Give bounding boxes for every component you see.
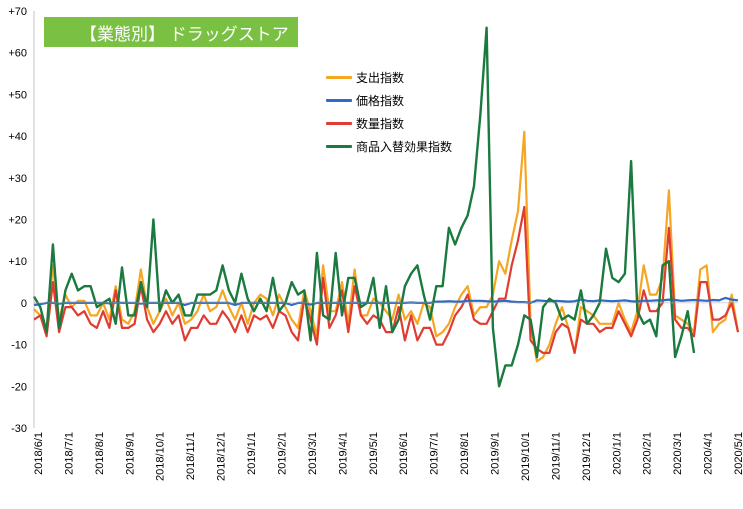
x-tick-label: 2019/6/1 <box>398 432 410 475</box>
y-tick-label: +20 <box>8 215 27 227</box>
legend-swatch-price <box>326 99 352 102</box>
x-tick-label: 2018/8/1 <box>94 432 106 475</box>
y-tick-label: -20 <box>11 381 27 393</box>
x-tick-label: 2019/4/1 <box>337 432 349 475</box>
x-tick-label: 2020/5/1 <box>733 432 743 475</box>
legend-item-price: 価格指数 <box>326 89 476 112</box>
y-tick-label: +60 <box>8 48 27 60</box>
legend-swatch-quantity <box>326 122 352 125</box>
y-tick-label: +50 <box>8 89 27 101</box>
legend-swatch-switching <box>326 145 352 148</box>
x-tick-label: 2019/12/1 <box>581 432 593 481</box>
chart-title: 【業態別】 ドラッグストア <box>80 24 289 44</box>
y-tick-label: +40 <box>8 131 27 143</box>
x-tick-label: 2018/7/1 <box>63 432 75 475</box>
y-tick-label: -30 <box>11 423 27 435</box>
y-tick-label: +10 <box>8 256 27 268</box>
chart-title-box: 【業態別】 ドラッグストア <box>44 17 298 47</box>
x-axis-ticks: 2018/6/1 2018/7/1 2018/8/1 2018/9/1 2018/10/… <box>33 432 743 481</box>
x-tick-label: 2018/12/1 <box>216 432 228 481</box>
legend: 支出指数 価格指数 数量指数 商品入替効果指数 <box>326 66 476 158</box>
x-tick-label: 2019/8/1 <box>459 432 471 475</box>
x-tick-label: 2018/10/1 <box>155 432 167 481</box>
series-line-0 <box>33 130 740 363</box>
legend-item-switching: 商品入替効果指数 <box>326 135 476 158</box>
y-tick-label: +30 <box>8 173 27 185</box>
x-tick-label: 2018/6/1 <box>33 432 45 475</box>
x-tick-label: 2020/3/1 <box>672 432 684 475</box>
x-tick-label: 2019/7/1 <box>429 432 441 475</box>
legend-label-quantity: 数量指数 <box>356 117 405 131</box>
y-axis-ticks: +70 +60 +50 +40 +30 +20 +10 0 -10 -20 -30 <box>8 6 27 435</box>
legend-item-spending: 支出指数 <box>326 66 476 89</box>
x-tick-label: 2020/1/1 <box>611 432 623 475</box>
y-tick-label: 0 <box>21 298 27 310</box>
legend-item-quantity: 数量指数 <box>326 112 476 135</box>
x-tick-label: 2019/5/1 <box>368 432 380 475</box>
legend-swatch-spending <box>326 76 352 79</box>
x-tick-label: 2019/2/1 <box>277 432 289 475</box>
x-tick-label: 2020/2/1 <box>642 432 654 475</box>
legend-label-spending: 支出指数 <box>356 71 405 85</box>
x-tick-label: 2019/11/1 <box>550 432 562 480</box>
x-tick-label: 2019/3/1 <box>307 432 319 475</box>
x-tick-label: 2019/9/1 <box>490 432 502 475</box>
series-line-3 <box>32 26 696 388</box>
series-line-2 <box>33 205 740 354</box>
legend-label-price: 価格指数 <box>356 94 405 108</box>
legend-label-switching: 商品入替効果指数 <box>356 140 453 154</box>
x-tick-label: 2019/1/1 <box>246 432 258 475</box>
x-tick-label: 2018/11/1 <box>185 432 197 480</box>
x-tick-label: 2020/4/1 <box>703 432 715 475</box>
y-tick-label: -10 <box>11 340 27 352</box>
x-tick-label: 2018/9/1 <box>124 432 136 475</box>
x-tick-label: 2019/10/1 <box>520 432 532 481</box>
y-tick-label: +70 <box>8 6 27 18</box>
